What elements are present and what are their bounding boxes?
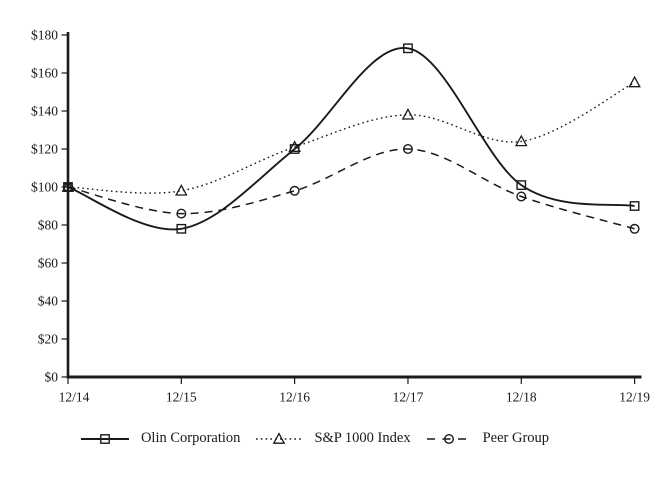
- triangle-marker-icon: [628, 75, 641, 88]
- plot-area: $0 $20 $40 $60 $80 $100 $120 $140 $160 $180 12/14 1…: [31, 28, 650, 405]
- dashed-line-circle-marker-icon: [426, 433, 471, 444]
- triangle-marker-icon: [175, 184, 188, 196]
- square-marker-icon: [403, 43, 413, 54]
- triangle-marker-icon: [288, 140, 301, 152]
- circle-marker-icon: [443, 433, 454, 444]
- x-tick-label: 12/17: [393, 390, 424, 405]
- circle-marker-icon: [629, 223, 640, 234]
- x-tick-label: 12/18: [506, 390, 537, 405]
- legend-label: Peer Group: [482, 430, 550, 446]
- y-tick-label: $140: [31, 104, 58, 119]
- square-marker-icon: [516, 180, 527, 190]
- legend-item-olin-corporation: Olin Corporation: [80, 430, 241, 447]
- solid-line-square-marker-icon: [80, 433, 129, 444]
- y-tick-label: $60: [38, 256, 59, 271]
- circle-marker-icon: [63, 181, 74, 192]
- square-marker-icon: [100, 433, 110, 444]
- square-marker-icon: [176, 223, 187, 234]
- square-marker-icon: [629, 201, 640, 211]
- circle-marker-icon: [402, 143, 413, 154]
- circle-marker-icon: [176, 208, 187, 219]
- series-curve-s-p-1000-index: [67, 81, 635, 194]
- legend-item-peer-group: Peer Group: [426, 430, 550, 447]
- y-tick-label: $20: [38, 332, 59, 347]
- chart-legend: Olin Corporation S&P 1000 Index Peer Gro…: [0, 430, 648, 447]
- y-tick-label: $40: [38, 294, 59, 309]
- circle-marker-icon: [516, 191, 527, 202]
- triangle-marker-icon: [514, 134, 528, 147]
- series-curve-olin-corporation: [67, 47, 635, 231]
- y-tick-label: $0: [45, 370, 59, 385]
- y-tick-label: $180: [31, 28, 58, 43]
- legend-label: Olin Corporation: [140, 430, 241, 446]
- y-tick-label: $160: [31, 66, 58, 81]
- legend-item-sp-1000-index: S&P 1000 Index: [256, 430, 411, 447]
- x-tick-label: 12/15: [166, 390, 197, 405]
- x-tick-label: 12/16: [279, 390, 310, 405]
- circle-marker-icon: [289, 185, 300, 196]
- y-tick-label: $80: [38, 218, 59, 233]
- series-curve-peer-group: [67, 148, 635, 230]
- y-tick-label: $100: [31, 180, 58, 195]
- triangle-marker-icon: [401, 108, 415, 120]
- x-tick-label: 12/14: [59, 390, 90, 405]
- legend-label: S&P 1000 Index: [314, 430, 411, 446]
- triangle-marker-icon: [273, 431, 286, 444]
- y-tick-label: $120: [31, 142, 58, 157]
- dotted-line-triangle-marker-icon: [256, 431, 303, 444]
- x-tick-label: 12/19: [619, 390, 650, 405]
